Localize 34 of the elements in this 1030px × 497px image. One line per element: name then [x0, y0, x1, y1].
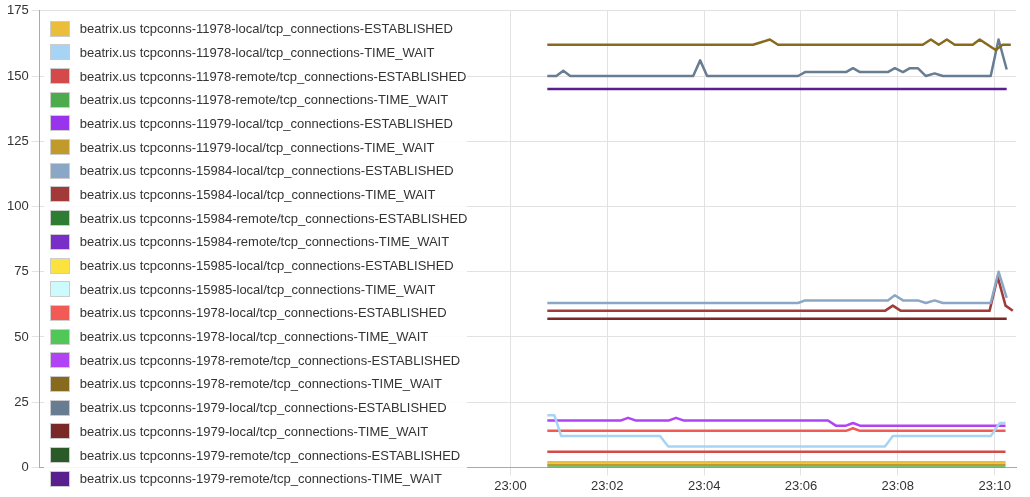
legend-label: beatrix.us tcpconns-1978-remote/tcp_connections-TIME_WAIT	[79, 376, 442, 392]
x-tick-label: 23:00	[494, 477, 527, 493]
legend-label: beatrix.us tcpconns-1978-local/tcp_connections-ESTABLISHED	[79, 305, 447, 321]
legend-label: beatrix.us tcpconns-15984-remote/tcp_connections-ESTABLISHED	[79, 210, 468, 226]
legend-label: beatrix.us tcpconns-1978-local/tcp_connections-TIME_WAIT	[79, 329, 429, 345]
y-tick-label: 75	[14, 263, 29, 279]
y-tick-label: 25	[14, 393, 29, 409]
y-tick-label: 0	[21, 458, 29, 474]
legend-label: beatrix.us tcpconns-11979-local/tcp_connections-ESTABLISHED	[79, 115, 453, 131]
y-tick-label: 175	[6, 2, 29, 18]
legend-label: beatrix.us tcpconns-15984-local/tcp_connections-TIME_WAIT	[79, 186, 436, 202]
legend-label: beatrix.us tcpconns-15985-local/tcp_connections-ESTABLISHED	[79, 258, 454, 274]
y-tick-label: 150	[6, 67, 29, 83]
x-tick-label: 23:08	[881, 477, 915, 493]
legend-label: beatrix.us tcpconns-11978-remote/tcp_connections-ESTABLISHED	[79, 68, 467, 84]
legend-label: beatrix.us tcpconns-11978-remote/tcp_connections-TIME_WAIT	[79, 92, 449, 108]
legend-label: beatrix.us tcpconns-15984-remote/tcp_connections-TIME_WAIT	[79, 234, 450, 250]
legend-label: beatrix.us tcpconns-15984-local/tcp_connections-ESTABLISHED	[79, 163, 454, 179]
x-tick-label: 23:06	[784, 477, 818, 493]
legend-label: beatrix.us tcpconns-11979-local/tcp_connections-TIME_WAIT	[79, 139, 435, 155]
legend-label: beatrix.us tcpconns-11978-local/tcp_connections-ESTABLISHED	[79, 21, 453, 37]
y-tick-label: 125	[6, 132, 29, 148]
x-tick-label: 23:02	[590, 477, 624, 493]
legend-label: beatrix.us tcpconns-1979-remote/tcp_connections-TIME_WAIT	[79, 471, 442, 487]
legend-label: beatrix.us tcpconns-1979-local/tcp_connections-TIME_WAIT	[79, 423, 429, 439]
y-tick-label: 50	[14, 328, 29, 344]
legend-label: beatrix.us tcpconns-11978-local/tcp_connections-TIME_WAIT	[79, 44, 435, 60]
legend-label: beatrix.us tcpconns-15985-local/tcp_connections-TIME_WAIT	[79, 281, 436, 297]
x-tick-label: 23:10	[978, 477, 1012, 493]
legend-label: beatrix.us tcpconns-1978-remote/tcp_connections-ESTABLISHED	[79, 352, 461, 368]
legend-label: beatrix.us tcpconns-1979-local/tcp_connections-ESTABLISHED	[79, 400, 447, 416]
x-tick-label: 23:04	[687, 477, 721, 493]
legend-label: beatrix.us tcpconns-1979-remote/tcp_connections-ESTABLISHED	[79, 447, 461, 463]
y-tick-label: 100	[6, 198, 29, 214]
